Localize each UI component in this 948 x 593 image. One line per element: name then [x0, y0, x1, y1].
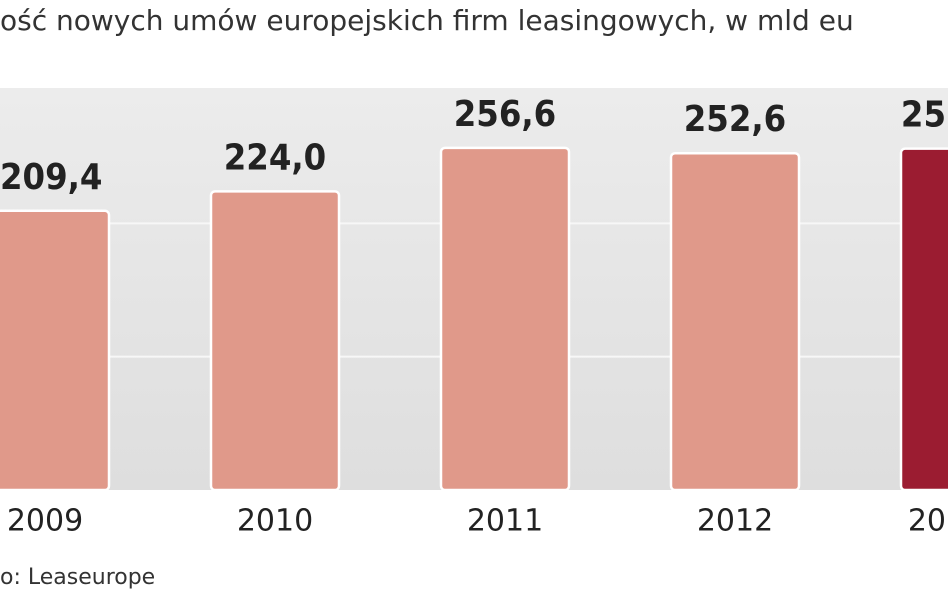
bar	[209, 190, 341, 492]
value-label: 209,4	[0, 157, 102, 198]
chart-title: ość nowych umów europejskich firm leasin…	[0, 4, 854, 37]
value-label: 224,0	[224, 137, 326, 178]
bar	[899, 147, 948, 492]
bar	[669, 151, 801, 492]
value-label: 256,6	[454, 94, 556, 135]
bar	[0, 209, 111, 492]
x-tick-label: 2009	[7, 504, 83, 539]
bar	[439, 146, 571, 492]
source: o: Leaseurope	[0, 565, 155, 590]
x-tick-label: 20	[908, 504, 946, 539]
value-label: 252,6	[684, 99, 786, 140]
value-label: 25	[901, 95, 946, 136]
x-tick-label: 2012	[697, 504, 773, 539]
x-tick-label: 2010	[237, 504, 313, 539]
x-tick-label: 2011	[467, 504, 543, 539]
